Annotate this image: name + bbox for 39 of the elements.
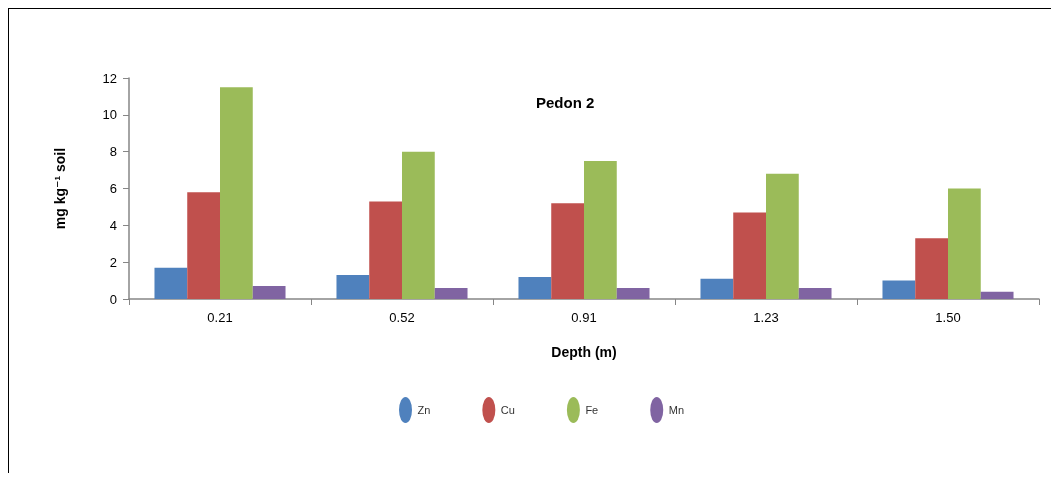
bar xyxy=(882,280,916,299)
bar xyxy=(948,188,981,299)
y-tick-label: 2 xyxy=(109,254,117,270)
bar xyxy=(766,173,799,299)
y-tick-label: 4 xyxy=(109,217,117,233)
bar xyxy=(798,287,832,299)
bar xyxy=(402,151,435,299)
bar xyxy=(187,192,220,299)
bar xyxy=(551,203,584,299)
legend-label: Cu xyxy=(500,404,515,416)
bar xyxy=(584,160,617,299)
y-tick-label: 8 xyxy=(109,144,117,160)
x-axis-title: Depth (m) xyxy=(551,344,617,360)
bar xyxy=(980,291,1014,299)
y-tick-label: 12 xyxy=(102,70,117,86)
bar xyxy=(154,267,188,299)
bar xyxy=(733,212,766,299)
y-tick-label: 6 xyxy=(109,181,117,196)
bar xyxy=(252,286,286,299)
bar xyxy=(616,287,650,299)
bar xyxy=(336,275,370,299)
x-tick-label: 0.91 xyxy=(571,310,597,325)
bar xyxy=(434,287,468,299)
legend-label: Fe xyxy=(585,404,599,416)
y-axis-title: mg kg⁻¹ soil xyxy=(52,147,68,230)
y-tick-label: 10 xyxy=(102,107,117,123)
legend-label: Mn xyxy=(668,404,685,416)
bar xyxy=(915,238,948,299)
bar xyxy=(369,201,402,299)
x-tick-label: 0.21 xyxy=(207,310,233,325)
x-tick-label: 1.23 xyxy=(753,310,779,325)
x-tick-label: 0.52 xyxy=(389,310,415,325)
bar xyxy=(220,87,253,299)
bar xyxy=(700,278,734,299)
bar xyxy=(518,276,552,299)
legend-label: Zn xyxy=(417,404,431,416)
y-tick-label: 0 xyxy=(109,291,117,307)
x-tick-label: 1.50 xyxy=(935,310,961,325)
text: Pedon 2 xyxy=(536,94,595,111)
